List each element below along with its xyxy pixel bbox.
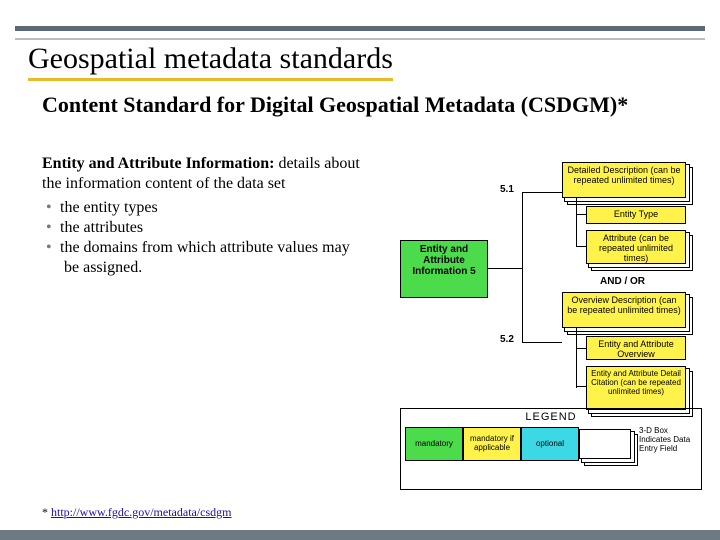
legend-mandatory-if-box: mandatory if applicable (463, 427, 521, 461)
legend-title: LEGEND (401, 409, 701, 425)
csdgm-diagram: Entity and Attribute Information 5 5.1 5… (400, 162, 700, 402)
top-rule-light (15, 38, 705, 40)
diagram-ea-overview-box: Entity and Attribute Overview (586, 336, 686, 360)
branch-number: 5.2 (500, 334, 514, 345)
connector-line (576, 328, 577, 388)
footnote-marker: * (42, 505, 48, 519)
legend-3d-text: 3-D Box Indicates Data Entry Field (639, 427, 699, 453)
bullet-item: the attributes (64, 218, 362, 238)
connector-line (522, 192, 523, 342)
body-text: Entity and Attribute Information: detail… (42, 154, 362, 278)
diagram-andor-label: AND / OR (600, 276, 645, 287)
legend-optional-box: optional (521, 427, 579, 461)
bottom-bar (0, 530, 720, 540)
footnote: * http://www.fgdc.gov/metadata/csdgm (42, 505, 232, 520)
legend-3d-box (579, 429, 631, 459)
connector-line (522, 192, 562, 193)
diagram-root-box: Entity and Attribute Information 5 (400, 240, 488, 298)
diagram-attribute-box: Attribute (can be repeated unlimited tim… (586, 230, 686, 264)
connector-line (488, 268, 522, 269)
connector-line (576, 348, 586, 349)
diagram-entity-type-box: Entity Type (586, 206, 686, 224)
connector-line (576, 198, 577, 246)
diagram-ea-detail-citation-box: Entity and Attribute Detail Citation (ca… (586, 366, 686, 410)
branch-number: 5.1 (500, 184, 514, 195)
connector-line (576, 386, 586, 387)
diagram-legend: LEGEND mandatory mandatory if applicable… (400, 408, 702, 490)
footnote-link[interactable]: http://www.fgdc.gov/metadata/csdgm (51, 505, 232, 519)
connector-line (576, 214, 586, 215)
legend-mandatory-box: mandatory (405, 427, 463, 461)
slide-title: Geospatial metadata standards (28, 42, 393, 81)
connector-line (576, 246, 586, 247)
diagram-overview-desc-box: Overview Description (can be repeated un… (562, 292, 686, 328)
top-rule-dark (15, 26, 705, 31)
bullet-item: the domains from which attribute values … (64, 238, 362, 278)
section-heading: Entity and Attribute Information: (42, 155, 274, 172)
diagram-detailed-desc-box: Detailed Description (can be repeated un… (562, 162, 686, 198)
bullet-list: the entity types the attributes the doma… (42, 198, 362, 278)
bullet-item: the entity types (64, 198, 362, 218)
slide-subtitle: Content Standard for Digital Geospatial … (42, 92, 690, 117)
connector-line (522, 342, 562, 343)
